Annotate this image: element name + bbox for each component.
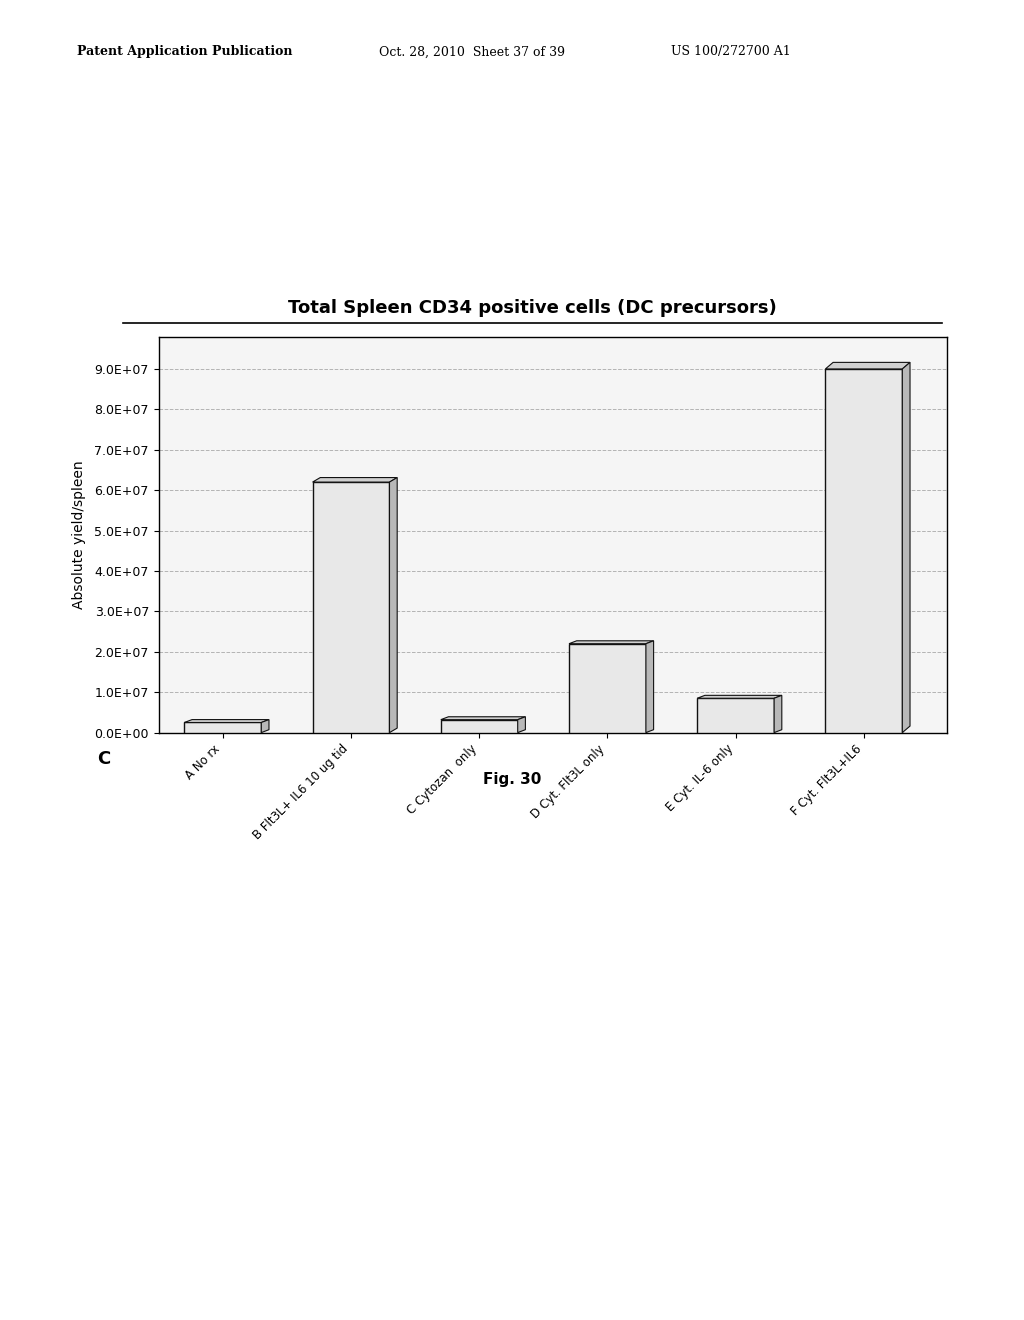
Bar [312, 482, 389, 733]
Y-axis label: Absolute yield/spleen: Absolute yield/spleen [72, 461, 86, 609]
Text: C: C [97, 750, 111, 768]
Polygon shape [389, 478, 397, 733]
Bar [697, 698, 774, 733]
Polygon shape [518, 717, 525, 733]
Polygon shape [697, 696, 781, 698]
Text: Fig. 30: Fig. 30 [482, 772, 542, 787]
Bar [184, 722, 261, 733]
Text: Total Spleen CD34 positive cells (DC precursors): Total Spleen CD34 positive cells (DC pre… [288, 298, 777, 317]
Polygon shape [774, 696, 781, 733]
Polygon shape [261, 719, 269, 733]
Text: Patent Application Publication: Patent Application Publication [77, 45, 292, 58]
Polygon shape [440, 717, 525, 719]
Polygon shape [825, 363, 910, 368]
Polygon shape [569, 640, 653, 644]
Polygon shape [312, 478, 397, 482]
Polygon shape [646, 640, 653, 733]
Polygon shape [902, 363, 910, 733]
Bar [440, 719, 518, 733]
Bar [825, 368, 902, 733]
Text: Oct. 28, 2010  Sheet 37 of 39: Oct. 28, 2010 Sheet 37 of 39 [379, 45, 565, 58]
Bar [569, 644, 646, 733]
Text: US 100/272700 A1: US 100/272700 A1 [671, 45, 791, 58]
Polygon shape [184, 719, 269, 722]
